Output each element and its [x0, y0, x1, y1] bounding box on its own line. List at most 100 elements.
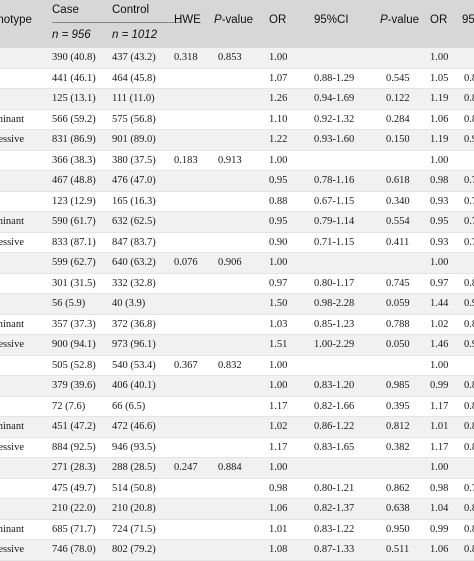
control-cell: 332 (32.8)	[112, 277, 156, 289]
p-value-2-cell: 0.985	[386, 380, 410, 391]
ci-2-cell: 0.78-	[464, 216, 474, 227]
header-control: Control	[112, 4, 150, 16]
control-cell: 380 (37.5)	[112, 154, 156, 166]
p-value-2-cell: 0.150	[386, 134, 410, 145]
case-cell: 884 (92.5)	[52, 441, 96, 453]
table-row: Dominant 566 (59.2) 575 (56.8) 1.10 0.92-1.3…	[0, 110, 474, 130]
or-cell: 1.17	[269, 441, 288, 453]
p-value-2-cell: 0.745	[386, 277, 410, 289]
hwe-cell: 0.318	[174, 52, 198, 63]
case-cell: 301 (31.5)	[52, 277, 96, 289]
or-2-cell: 1.00	[430, 154, 449, 166]
case-cell: 366 (38.3)	[52, 154, 96, 166]
header-case: Case	[52, 4, 79, 16]
ci-cell: 0.82-1.66	[314, 400, 355, 412]
ci-cell: 0.85-1.23	[314, 318, 355, 330]
p-value-2-cell: 0.050	[386, 339, 410, 350]
control-cell: 575 (56.8)	[112, 113, 156, 125]
case-cell: 831 (86.9)	[52, 134, 96, 145]
ci-cell: 0.93-1.60	[314, 134, 355, 145]
header-ci-2: 95%	[462, 14, 474, 26]
case-cell: 746 (78.0)	[52, 544, 96, 555]
genotype-cell: Recessive	[0, 339, 24, 350]
p-value-2-cell: 0.862	[386, 482, 410, 494]
header-case-n: n = 956	[52, 29, 91, 41]
case-cell: 72 (7.6)	[52, 400, 86, 412]
or-2-cell: 0.95	[430, 216, 449, 227]
or-2-cell: 1.01	[430, 421, 449, 432]
control-cell: 472 (46.6)	[112, 421, 156, 432]
p-value-2-cell: 0.059	[386, 298, 410, 309]
case-cell: 441 (46.1)	[52, 72, 96, 84]
or-cell: 0.88	[269, 195, 288, 207]
hwe-cell: 0.367	[174, 359, 198, 371]
p-value-2-cell: 0.618	[386, 175, 410, 186]
p-value-2-cell: 0.122	[386, 93, 410, 104]
case-cell: 210 (22.0)	[52, 503, 96, 514]
or-cell: 0.97	[269, 277, 288, 289]
p-value-2-cell: 0.812	[386, 421, 410, 432]
ci-2-cell: 0.82-	[464, 380, 474, 391]
table-row: Dominant 451 (47.2) 472 (46.6) 1.02 0.86-1.2…	[0, 417, 474, 438]
or-2-cell: 0.98	[430, 175, 449, 186]
control-cell: 210 (20.8)	[112, 503, 156, 514]
or-cell: 1.07	[269, 72, 288, 84]
ci-2-cell: 0.86-	[464, 72, 474, 84]
ci-2-cell: 0.72-	[464, 236, 474, 248]
ci-cell: 0.82-1.37	[314, 503, 355, 514]
case-cell: 451 (47.2)	[52, 421, 96, 432]
control-cell: 632 (62.5)	[112, 216, 156, 227]
ci-2-cell: 0.90-	[464, 134, 474, 145]
table-row: Recessive 746 (78.0) 802 (79.2) 1.08 0.87-1.…	[0, 540, 474, 561]
or-2-cell: 1.04	[430, 503, 449, 514]
genotype-cell: Dominant	[0, 113, 24, 125]
or-cell: 1.08	[269, 544, 288, 555]
ci-2-cell: 0.82-	[464, 400, 474, 412]
or-2-cell: 1.06	[430, 544, 449, 555]
case-cell: 390 (40.8)	[52, 52, 96, 63]
ci-cell: 0.71-1.15	[314, 236, 355, 248]
header-p2-suffix: -value	[387, 14, 419, 26]
control-cell: 406 (40.1)	[112, 380, 156, 391]
control-cell: 640 (63.2)	[112, 257, 156, 268]
or-2-cell: 1.00	[430, 257, 449, 268]
ci-2-cell: 0.89-	[464, 113, 474, 125]
p-value-cell: 0.853	[218, 52, 242, 63]
table-row: Recessive 833 (87.1) 847 (83.7) 0.90 0.71-1.…	[0, 233, 474, 253]
or-cell: 1.51	[269, 339, 288, 350]
control-cell: 165 (16.3)	[112, 195, 156, 207]
ci-2-cell: 0.81-	[464, 523, 474, 535]
ci-cell: 0.92-1.32	[314, 113, 355, 125]
p-value-cell: 0.906	[218, 257, 242, 268]
header-or-2: OR	[430, 14, 448, 26]
control-cell: 372 (36.8)	[112, 318, 156, 330]
table-row: TC301 (31.5)332 (32.8)0.970.80-1.170.745…	[0, 274, 474, 294]
header-p2-letter: P	[380, 14, 388, 26]
p-value-2-cell: 0.340	[386, 195, 410, 207]
case-cell: 379 (39.6)	[52, 380, 96, 391]
case-cell: 505 (52.8)	[52, 359, 96, 371]
ci-cell: 0.83-1.20	[314, 380, 355, 391]
genotype-cell: Dominant	[0, 216, 24, 227]
or-cell: 1.10	[269, 113, 288, 125]
or-2-cell: 1.00	[430, 462, 449, 473]
or-cell: 1.26	[269, 93, 288, 104]
ci-2-cell: 0.71-	[464, 195, 474, 207]
genotype-cell: Recessive	[0, 441, 24, 453]
control-cell: 540 (53.4)	[112, 359, 156, 371]
header-p-letter: P	[214, 14, 222, 26]
case-cell: 357 (37.3)	[52, 318, 96, 330]
or-cell: 1.00	[269, 359, 288, 371]
case-cell: 123 (12.9)	[52, 195, 96, 207]
table-row: CT441 (46.1)464 (45.8)1.070.88-1.290.545…	[0, 69, 474, 89]
p-value-2-cell: 0.395	[386, 400, 410, 412]
or-cell: 1.00	[269, 462, 288, 473]
ci-2-cell: 0.85-	[464, 318, 474, 330]
ci-2-cell: 0.84-	[464, 421, 474, 432]
ci-2-cell: 0.93-	[464, 298, 474, 309]
ci-cell: 0.83-1.65	[314, 441, 355, 453]
table-row: Dominant 357 (37.3) 372 (36.8) 1.03 0.85-1.2…	[0, 315, 474, 335]
control-cell: 847 (83.7)	[112, 236, 156, 248]
control-cell: 802 (79.2)	[112, 544, 156, 555]
ci-cell: 0.80-1.17	[314, 277, 355, 289]
